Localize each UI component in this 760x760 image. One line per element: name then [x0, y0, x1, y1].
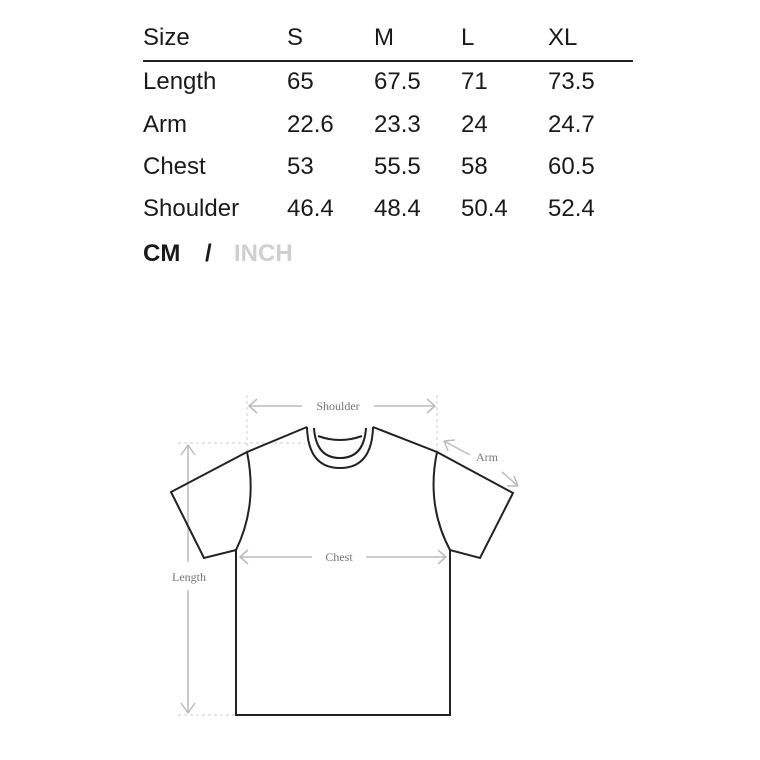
- measurement-cell: 55.5: [374, 153, 421, 180]
- size-header: S: [287, 24, 304, 51]
- unit-inch-toggle[interactable]: INCH: [234, 240, 293, 267]
- measurement-cell: 50.4: [461, 195, 508, 222]
- row-label: Chest: [143, 153, 206, 180]
- size-column-header: Size: [143, 24, 190, 51]
- dimension-arrows: [180, 398, 519, 715]
- arm-label: Arm: [476, 450, 499, 464]
- row-label: Arm: [143, 111, 187, 138]
- measurement-cell: 24: [461, 111, 488, 138]
- shoulder-label: Shoulder: [316, 399, 359, 413]
- tshirt-outline: [169, 426, 515, 716]
- measurement-cell: 71: [461, 68, 488, 95]
- row-label: Length: [143, 68, 217, 95]
- row-label: Shoulder: [143, 195, 240, 222]
- measurement-cell: 67.5: [374, 68, 421, 95]
- measurement-cell: 46.4: [287, 195, 334, 222]
- measurement-cell: 52.4: [548, 195, 595, 222]
- measurement-cell: 65: [287, 68, 314, 95]
- chest-label: Chest: [325, 550, 353, 564]
- size-header: L: [461, 24, 475, 51]
- measurement-cell: 23.3: [374, 111, 421, 138]
- size-header: M: [374, 24, 394, 51]
- header-divider: [143, 60, 633, 62]
- size-header: XL: [548, 24, 578, 51]
- length-label: Length: [172, 570, 206, 584]
- measurement-cell: 48.4: [374, 195, 421, 222]
- measurement-cell: 73.5: [548, 68, 595, 95]
- measurement-cell: 60.5: [548, 153, 595, 180]
- unit-cm-toggle[interactable]: CM: [143, 240, 181, 267]
- unit-separator: /: [205, 240, 212, 267]
- measurement-cell: 53: [287, 153, 314, 180]
- guide-lines: [178, 395, 438, 716]
- measurement-cell: 22.6: [287, 111, 334, 138]
- measurement-cell: 24.7: [548, 111, 595, 138]
- measurement-cell: 58: [461, 153, 488, 180]
